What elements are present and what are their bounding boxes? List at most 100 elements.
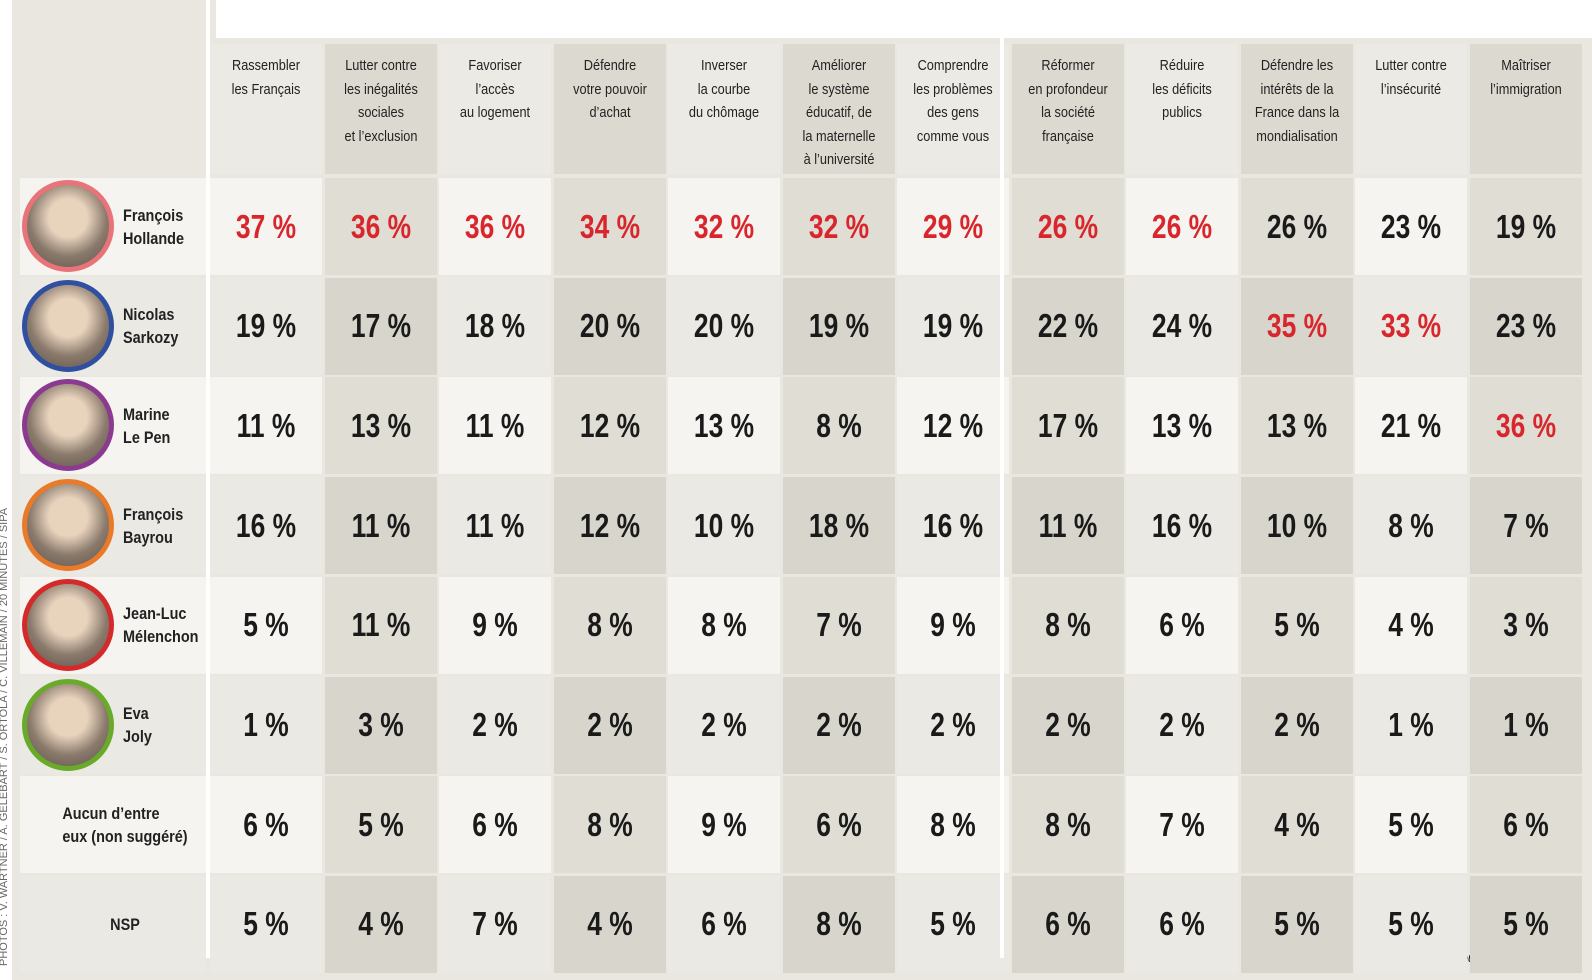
cell-value: 12 %	[565, 477, 655, 574]
cell-value: 7 %	[450, 876, 540, 973]
cell-value: 11 %	[450, 377, 540, 474]
cell-value: 5 %	[908, 876, 998, 973]
separator	[1000, 38, 1004, 958]
candidate-name: Nicolas Sarkozy	[123, 278, 208, 375]
cell-value: 29 %	[908, 178, 998, 275]
cell-value: 23 %	[1366, 178, 1456, 275]
cell-value: 19 %	[1481, 178, 1571, 275]
cell-value: 5 %	[221, 876, 311, 973]
cell-value: 5 %	[336, 776, 426, 873]
column-header: Comprendre les problèmes des gens comme …	[905, 44, 1000, 174]
cell-value: 8 %	[794, 876, 884, 973]
cell-value: 17 %	[1023, 377, 1113, 474]
cell-value: 2 %	[565, 677, 655, 774]
cell-value: 37 %	[221, 178, 311, 275]
cell-value: 32 %	[679, 178, 769, 275]
column-header: Inverser la courbe du chômage	[676, 44, 771, 174]
cell-value: 4 %	[1366, 577, 1456, 674]
cell-value: 12 %	[565, 377, 655, 474]
column-header: Défendre les intérêts de la France dans …	[1249, 44, 1344, 174]
cell-value: 9 %	[450, 577, 540, 674]
cell-value: 19 %	[221, 278, 311, 375]
cell-value: 19 %	[794, 278, 884, 375]
infographic: PHOTOS : V. WARTNER / A. GELEBART / S. O…	[0, 0, 1592, 980]
cell-value: 6 %	[1023, 876, 1113, 973]
cell-value: 34 %	[565, 178, 655, 275]
cell-value: 8 %	[908, 776, 998, 873]
candidate-photo	[22, 280, 114, 372]
column-header: Rassembler les Français	[218, 44, 313, 174]
candidate-photo	[22, 579, 114, 671]
cell-value: 18 %	[450, 278, 540, 375]
cell-value: 6 %	[1481, 776, 1571, 873]
cell-value: 8 %	[565, 776, 655, 873]
candidate-name: François Bayrou	[123, 477, 208, 574]
cell-value: 2 %	[450, 677, 540, 774]
candidate-name: Marine Le Pen	[123, 377, 208, 474]
column-header: Réduire les déficits publics	[1134, 44, 1229, 174]
title-bar	[216, 0, 1592, 38]
cell-value: 9 %	[679, 776, 769, 873]
column-header: Lutter contre l’insécurité	[1363, 44, 1458, 174]
cell-value: 10 %	[679, 477, 769, 574]
row-label: NSP	[36, 876, 215, 973]
cell-value: 2 %	[1137, 677, 1227, 774]
cell-value: 11 %	[450, 477, 540, 574]
cell-value: 2 %	[908, 677, 998, 774]
cell-value: 11 %	[1023, 477, 1113, 574]
cell-value: 8 %	[794, 377, 884, 474]
cell-value: 36 %	[450, 178, 540, 275]
cell-value: 18 %	[794, 477, 884, 574]
column-header: Réformer en profondeur la société frança…	[1020, 44, 1115, 174]
cell-value: 26 %	[1252, 178, 1342, 275]
row-label: Aucun d’entre eux (non suggéré)	[36, 776, 215, 873]
cell-value: 6 %	[1137, 577, 1227, 674]
cell-value: 8 %	[1023, 776, 1113, 873]
cell-value: 7 %	[1481, 477, 1571, 574]
cell-value: 20 %	[565, 278, 655, 375]
cell-value: 8 %	[1366, 477, 1456, 574]
photo-credit: PHOTOS : V. WARTNER / A. GELEBART / S. O…	[0, 466, 12, 966]
separator	[206, 0, 210, 958]
cell-value: 16 %	[221, 477, 311, 574]
cell-value: 16 %	[1137, 477, 1227, 574]
cell-value: 5 %	[1366, 876, 1456, 973]
candidate-photo	[22, 180, 114, 272]
cell-value: 16 %	[908, 477, 998, 574]
cell-value: 32 %	[794, 178, 884, 275]
cell-value: 13 %	[1137, 377, 1227, 474]
cell-value: 21 %	[1366, 377, 1456, 474]
cell-value: 12 %	[908, 377, 998, 474]
cell-value: 5 %	[1252, 577, 1342, 674]
cell-value: 11 %	[221, 377, 311, 474]
cell-value: 3 %	[1481, 577, 1571, 674]
candidate-name: Jean-Luc Mélenchon	[123, 577, 208, 674]
column-header: Lutter contre les inégalités sociales et…	[333, 44, 428, 174]
cell-value: 11 %	[336, 477, 426, 574]
cell-value: 8 %	[679, 577, 769, 674]
cell-value: 17 %	[336, 278, 426, 375]
cell-value: 8 %	[1023, 577, 1113, 674]
cell-value: 6 %	[794, 776, 884, 873]
cell-value: 7 %	[794, 577, 884, 674]
cell-value: 5 %	[1366, 776, 1456, 873]
candidate-name: Eva Joly	[123, 677, 208, 774]
cell-value: 35 %	[1252, 278, 1342, 375]
cell-value: 3 %	[336, 677, 426, 774]
cell-value: 7 %	[1137, 776, 1227, 873]
cell-value: 23 %	[1481, 278, 1571, 375]
cell-value: 36 %	[336, 178, 426, 275]
cell-value: 11 %	[336, 577, 426, 674]
candidate-photo	[22, 379, 114, 471]
cell-value: 13 %	[336, 377, 426, 474]
cell-value: 4 %	[336, 876, 426, 973]
cell-value: 20 %	[679, 278, 769, 375]
candidate-photo	[22, 679, 114, 771]
cell-value: 1 %	[1366, 677, 1456, 774]
cell-value: 36 %	[1481, 377, 1571, 474]
cell-value: 13 %	[679, 377, 769, 474]
cell-value: 2 %	[679, 677, 769, 774]
cell-value: 5 %	[1252, 876, 1342, 973]
cell-value: 22 %	[1023, 278, 1113, 375]
page: PHOTOS : V. WARTNER / A. GELEBART / S. O…	[0, 0, 1592, 980]
